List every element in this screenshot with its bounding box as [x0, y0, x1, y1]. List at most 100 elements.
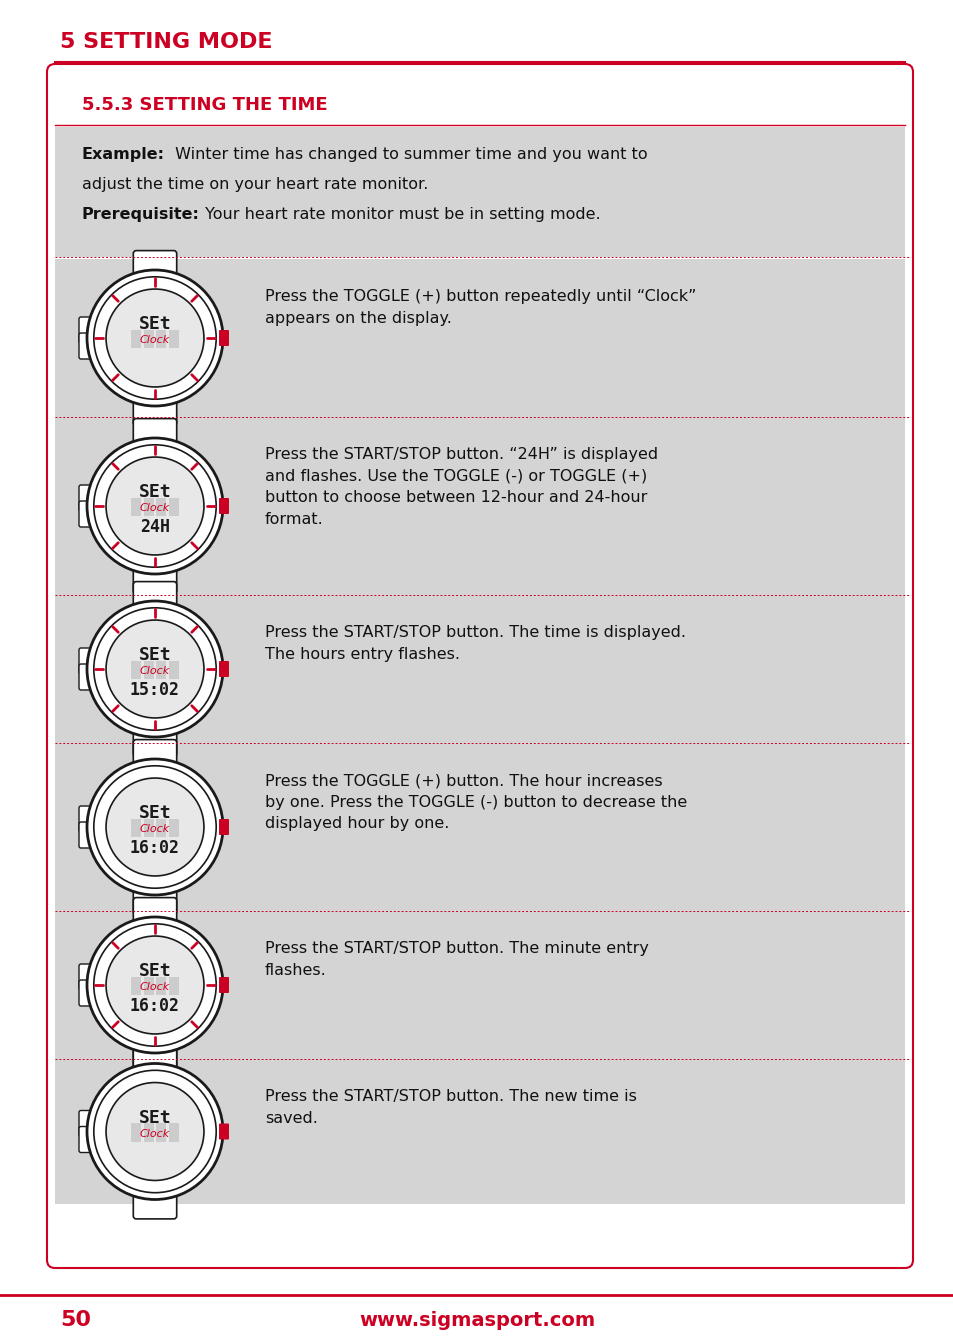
- FancyBboxPatch shape: [79, 648, 95, 673]
- FancyBboxPatch shape: [156, 1124, 166, 1142]
- Circle shape: [93, 277, 216, 399]
- FancyBboxPatch shape: [132, 977, 141, 995]
- FancyBboxPatch shape: [169, 661, 178, 679]
- FancyBboxPatch shape: [133, 251, 176, 281]
- FancyBboxPatch shape: [133, 395, 176, 425]
- FancyBboxPatch shape: [132, 1124, 141, 1142]
- Circle shape: [87, 438, 223, 574]
- FancyBboxPatch shape: [133, 725, 176, 756]
- Text: SEt: SEt: [138, 962, 172, 981]
- FancyBboxPatch shape: [55, 743, 904, 911]
- Text: Prerequisite:: Prerequisite:: [82, 207, 200, 223]
- FancyBboxPatch shape: [79, 333, 95, 359]
- Circle shape: [106, 289, 204, 387]
- Text: Clock: Clock: [140, 667, 170, 676]
- Circle shape: [87, 916, 223, 1053]
- FancyBboxPatch shape: [55, 127, 904, 257]
- Text: 5 SETTING MODE: 5 SETTING MODE: [60, 32, 273, 52]
- FancyBboxPatch shape: [133, 898, 176, 929]
- FancyBboxPatch shape: [55, 595, 904, 743]
- FancyBboxPatch shape: [79, 981, 95, 1006]
- Text: Press the START/STOP button. The minute entry
flashes.: Press the START/STOP button. The minute …: [265, 941, 648, 978]
- Text: 16:02: 16:02: [130, 839, 180, 856]
- FancyBboxPatch shape: [156, 330, 166, 349]
- FancyBboxPatch shape: [219, 498, 229, 514]
- FancyBboxPatch shape: [156, 661, 166, 679]
- FancyBboxPatch shape: [219, 977, 229, 993]
- FancyBboxPatch shape: [79, 664, 95, 689]
- FancyBboxPatch shape: [79, 501, 95, 526]
- Circle shape: [106, 457, 204, 554]
- Circle shape: [93, 1070, 216, 1193]
- FancyBboxPatch shape: [133, 418, 176, 449]
- Text: 16:02: 16:02: [130, 997, 180, 1014]
- FancyBboxPatch shape: [133, 1189, 176, 1218]
- FancyBboxPatch shape: [132, 661, 141, 679]
- Text: SEt: SEt: [138, 804, 172, 822]
- FancyBboxPatch shape: [144, 498, 153, 516]
- Text: Press the START/STOP button. The time is displayed.
The hours entry flashes.: Press the START/STOP button. The time is…: [265, 625, 685, 661]
- Text: SEt: SEt: [138, 647, 172, 664]
- Circle shape: [106, 1082, 204, 1181]
- FancyBboxPatch shape: [133, 1042, 176, 1073]
- Circle shape: [87, 601, 223, 737]
- FancyBboxPatch shape: [219, 661, 229, 677]
- Text: Example:: Example:: [82, 147, 165, 163]
- FancyBboxPatch shape: [79, 806, 95, 832]
- FancyBboxPatch shape: [133, 884, 176, 914]
- Circle shape: [93, 766, 216, 888]
- Text: Clock: Clock: [140, 335, 170, 346]
- Text: SEt: SEt: [138, 1109, 172, 1126]
- FancyBboxPatch shape: [219, 1124, 229, 1140]
- FancyBboxPatch shape: [169, 498, 178, 516]
- Circle shape: [93, 445, 216, 568]
- Text: Press the START/STOP button. The new time is
saved.: Press the START/STOP button. The new tim…: [265, 1089, 637, 1126]
- Circle shape: [106, 937, 204, 1034]
- Text: Clock: Clock: [140, 504, 170, 513]
- FancyBboxPatch shape: [219, 330, 229, 346]
- Circle shape: [106, 620, 204, 717]
- Circle shape: [87, 1063, 223, 1200]
- FancyBboxPatch shape: [169, 1124, 178, 1142]
- Text: Press the TOGGLE (+) button repeatedly until “Clock”
appears on the display.: Press the TOGGLE (+) button repeatedly u…: [265, 289, 696, 326]
- FancyBboxPatch shape: [133, 562, 176, 593]
- FancyBboxPatch shape: [133, 581, 176, 612]
- Circle shape: [87, 759, 223, 895]
- Text: Press the TOGGLE (+) button. The hour increases
by one. Press the TOGGLE (-) but: Press the TOGGLE (+) button. The hour in…: [265, 774, 686, 831]
- FancyBboxPatch shape: [156, 819, 166, 838]
- FancyBboxPatch shape: [169, 819, 178, 838]
- FancyBboxPatch shape: [47, 64, 912, 1268]
- Text: Winter time has changed to summer time and you want to: Winter time has changed to summer time a…: [170, 147, 647, 163]
- FancyBboxPatch shape: [79, 317, 95, 343]
- Text: 15:02: 15:02: [130, 680, 180, 699]
- Text: adjust the time on your heart rate monitor.: adjust the time on your heart rate monit…: [82, 178, 428, 192]
- FancyBboxPatch shape: [55, 417, 904, 595]
- FancyBboxPatch shape: [79, 485, 95, 510]
- FancyBboxPatch shape: [79, 1110, 95, 1137]
- FancyBboxPatch shape: [144, 819, 153, 838]
- Text: Clock: Clock: [140, 982, 170, 993]
- Circle shape: [106, 778, 204, 876]
- Text: www.sigmasport.com: www.sigmasport.com: [358, 1311, 595, 1329]
- FancyBboxPatch shape: [132, 819, 141, 838]
- Text: 24H: 24H: [140, 517, 170, 536]
- FancyBboxPatch shape: [144, 1124, 153, 1142]
- Circle shape: [93, 923, 216, 1046]
- FancyBboxPatch shape: [79, 822, 95, 848]
- Circle shape: [93, 608, 216, 731]
- FancyBboxPatch shape: [133, 1045, 176, 1074]
- FancyBboxPatch shape: [55, 1059, 904, 1204]
- FancyBboxPatch shape: [156, 977, 166, 995]
- Text: 50: 50: [60, 1311, 91, 1331]
- Circle shape: [87, 270, 223, 406]
- FancyBboxPatch shape: [79, 965, 95, 990]
- Text: SEt: SEt: [138, 484, 172, 501]
- FancyBboxPatch shape: [55, 259, 904, 417]
- Text: 5.5.3 SETTING THE TIME: 5.5.3 SETTING THE TIME: [82, 96, 327, 114]
- FancyBboxPatch shape: [169, 977, 178, 995]
- FancyBboxPatch shape: [133, 740, 176, 770]
- FancyBboxPatch shape: [132, 498, 141, 516]
- FancyBboxPatch shape: [132, 330, 141, 349]
- FancyBboxPatch shape: [55, 911, 904, 1059]
- FancyBboxPatch shape: [219, 819, 229, 835]
